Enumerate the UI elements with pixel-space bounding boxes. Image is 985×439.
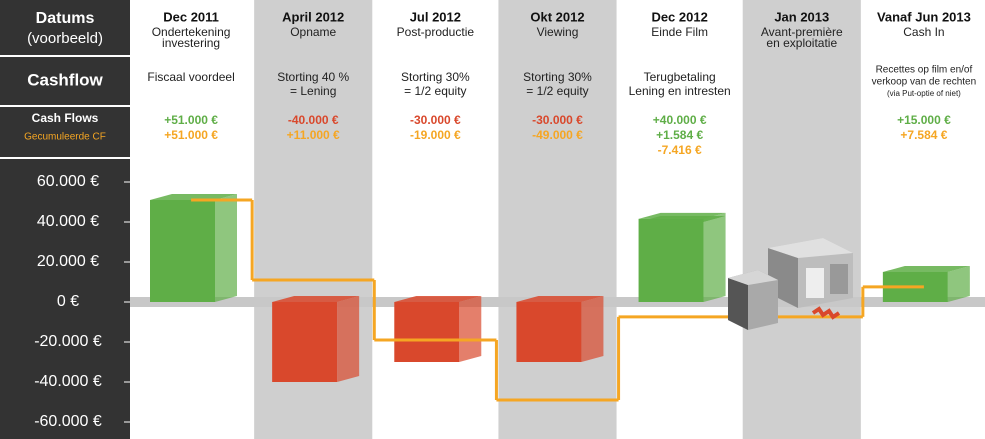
cashflow-description: verkoop van de rechten [872,77,977,88]
legend-entry: Cash Flows [32,111,99,125]
bar-side [215,194,237,302]
bar [272,302,338,382]
bar-top [516,296,604,302]
bar-side [703,212,726,222]
y-tick-label: 0 € [57,293,79,310]
bar-side [581,296,604,362]
bar-top [394,296,482,302]
value-label: -40.000 € [288,113,339,127]
column-band [498,0,617,439]
phase-label: Ondertekening [152,25,231,39]
ribbon [811,306,841,320]
value-label: +51.000 € [164,128,218,142]
bar [150,200,215,302]
bar-top [638,212,726,219]
row-label: Datums [36,10,95,27]
window [830,264,848,294]
y-tick-label: 20.000 € [37,253,99,270]
column-band [742,0,861,439]
value-label: -49.000 € [532,128,583,142]
value-label: +1.584 € [656,128,703,142]
cashflow-description: Fiscaal voordeel [147,70,234,84]
date-label: Jul 2012 [410,9,461,24]
value-label: -30.000 € [532,113,583,127]
window [806,268,824,298]
bar-side [947,266,970,302]
row-label: Cashflow [27,70,103,89]
y-tick-label: -20.000 € [34,333,102,350]
value-label: -30.000 € [410,113,461,127]
cashflow-description: Storting 30% [401,70,470,84]
left-panel [0,0,130,439]
value-label: +11.000 € [287,128,340,142]
cashflow-description: = 1/2 equity [526,84,588,98]
bar [638,222,704,302]
phase-label: en exploitatie [766,36,837,50]
value-label: -19.000 € [410,128,461,142]
building [768,238,853,258]
y-tick-label: -60.000 € [34,413,102,430]
phase-label: Post-productie [397,25,475,39]
value-label: -7.416 € [658,143,702,157]
legend-entry: Gecumuleerde CF [24,132,106,143]
y-tick-label: 40.000 € [37,213,99,230]
bar-side [459,296,482,362]
date-label: Dec 2012 [651,9,707,24]
phase-label: investering [162,36,220,50]
bar [638,218,704,222]
bar-side [337,296,360,382]
bar-top [882,266,970,272]
date-label: Dec 2011 [163,9,219,24]
bar-side [703,216,726,302]
cashflow-description: Storting 30% [523,70,592,84]
cashflow-description: = Lening [290,84,336,98]
phase-label: Einde Film [651,25,708,39]
phase-label: Viewing [537,25,579,39]
phase-label: Cash In [903,25,944,39]
value-label: +40.000 € [653,113,707,127]
plot: 60.000 € 40.000 € 20.000 € 0 € -20.000 € -40.… [34,173,985,430]
bar [516,302,582,362]
building [728,270,778,285]
cashflow-description: Lening en intresten [629,84,731,98]
building [728,278,748,330]
value-label: +15.000 € [897,113,951,127]
bar [394,302,460,362]
cashflow-description: = 1/2 equity [404,84,466,98]
value-label: +51.000 € [164,113,218,127]
value-label: +7.584 € [900,128,947,142]
y-tick-label: -40.000 € [34,373,102,390]
cashflow-description: Terugbetaling [644,70,716,84]
phase-label: Avant-première [761,25,843,39]
y-tick-label: 60.000 € [37,173,99,190]
cashflow-description: Recettes op film en/of [876,65,973,76]
date-label: Vanaf Jun 2013 [877,9,971,24]
date-label: Jan 2013 [774,9,829,24]
cashflow-description: Storting 40 % [277,70,349,84]
row-label: (voorbeeld) [27,30,103,47]
date-label: April 2012 [282,9,344,24]
date-label: Okt 2012 [530,9,584,24]
bar-top [272,296,360,302]
phase-label: Opname [290,25,336,39]
cashflow-description: (via Put-optie of niet) [887,89,961,98]
building-icon [728,238,853,330]
